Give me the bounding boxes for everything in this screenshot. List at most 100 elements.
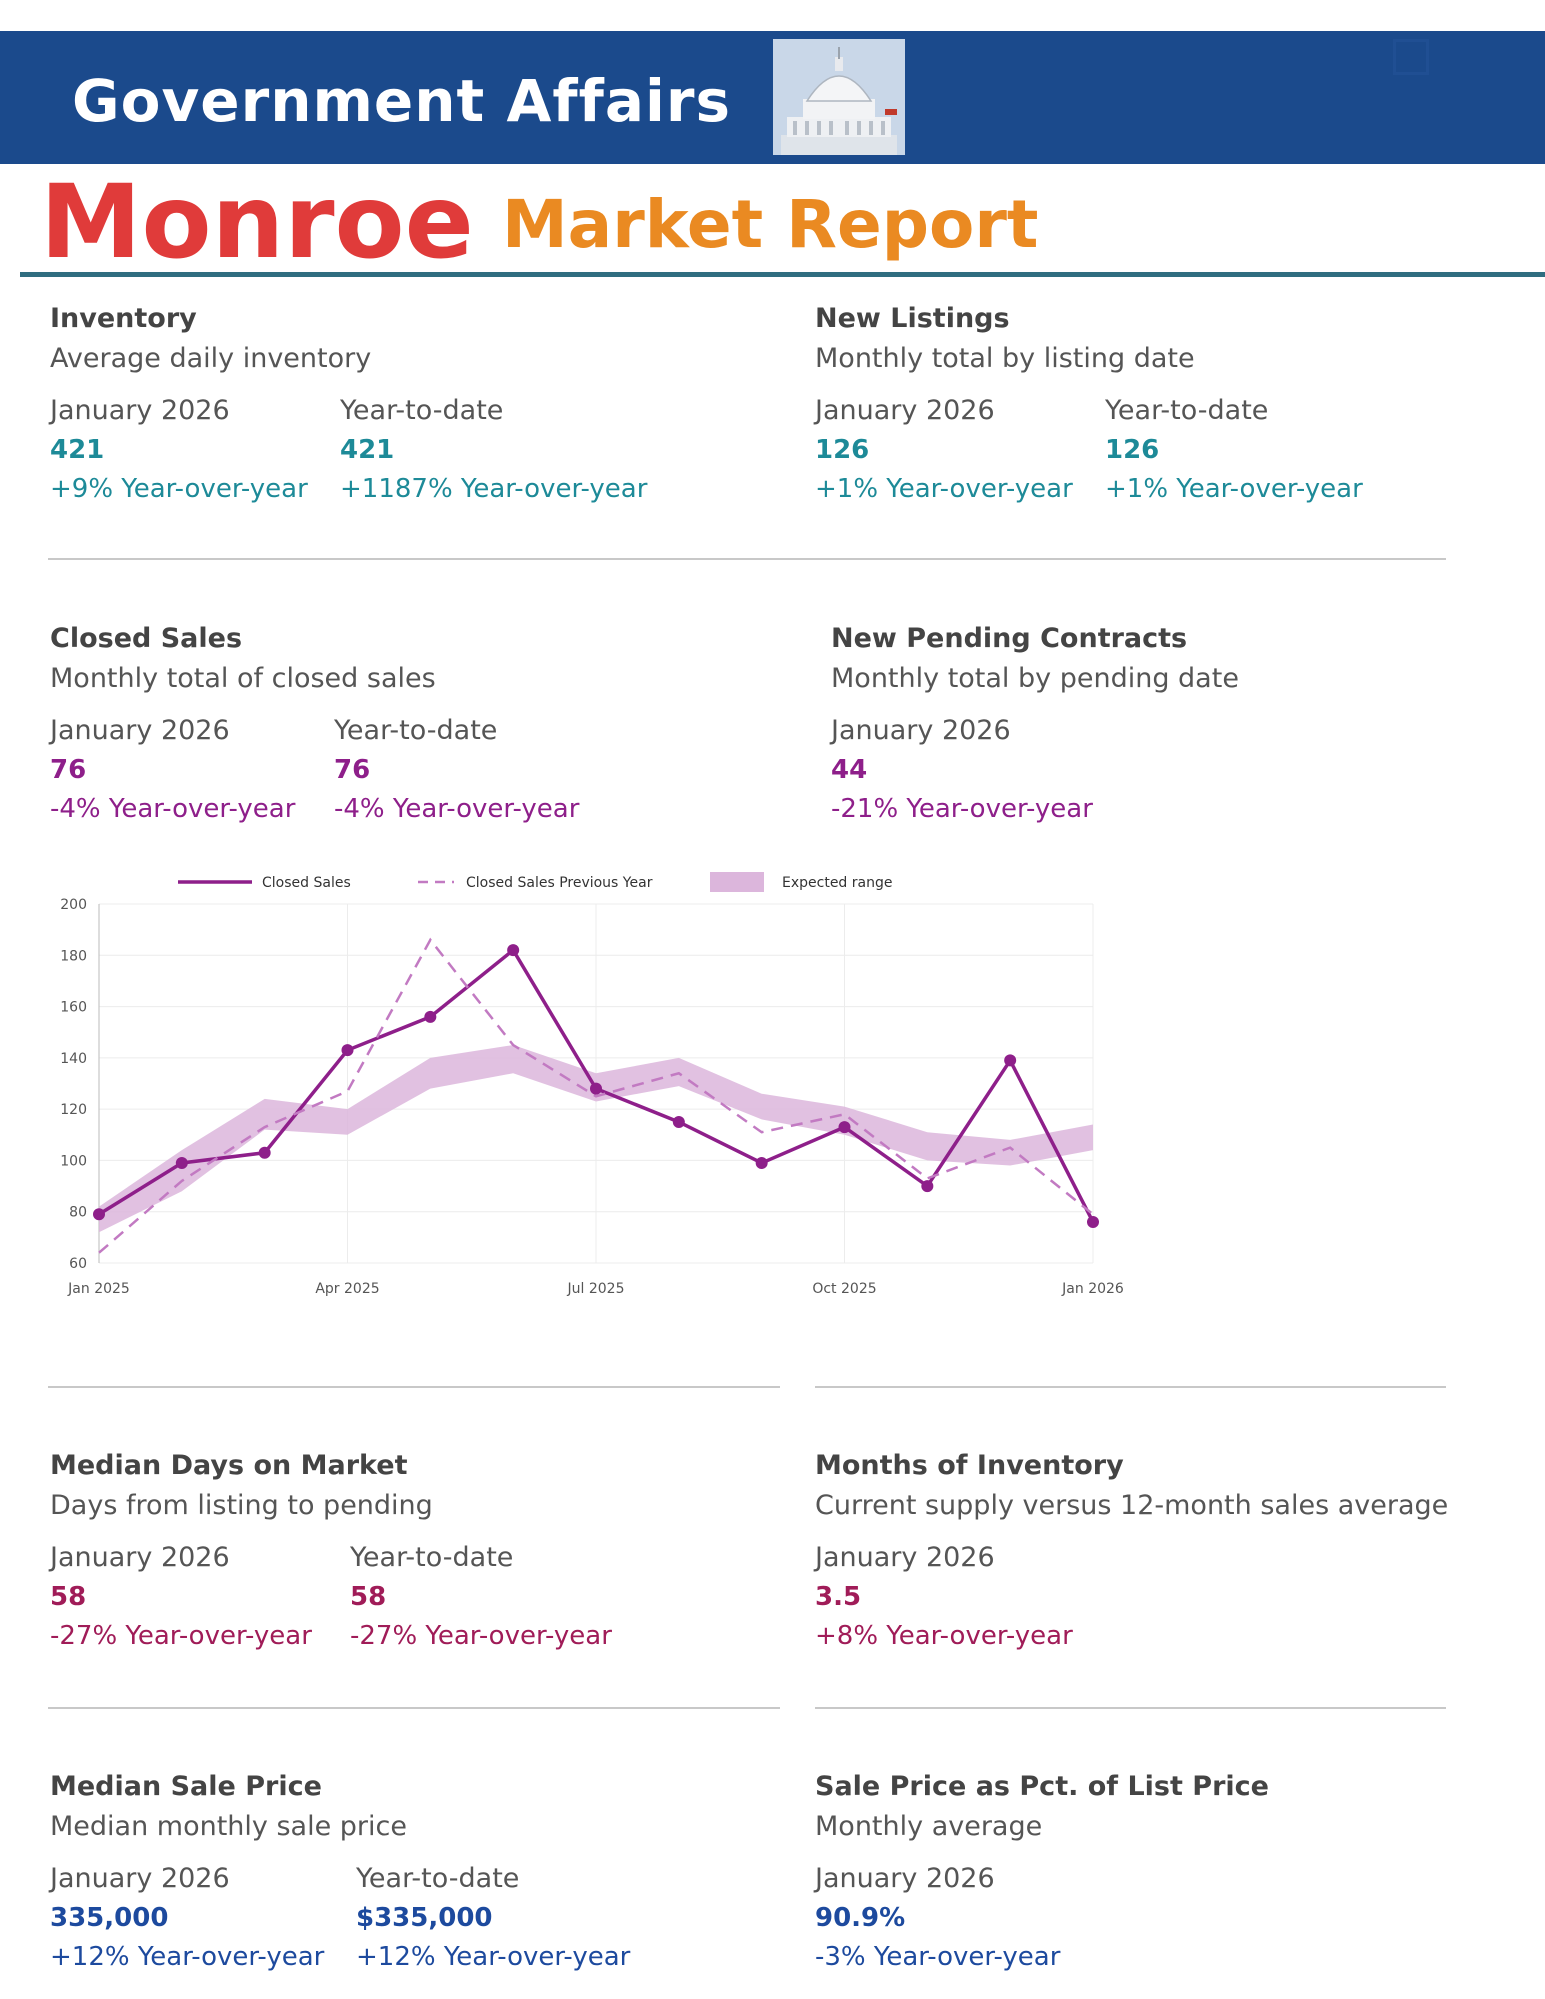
stat-heading: New Listings: [815, 303, 1010, 334]
data-point: [672, 1115, 685, 1128]
title-divider: [20, 272, 1545, 277]
x-axis: Jan 2025 Apr 2025 Jul 2025 Oct 2025 Jan 2026: [67, 1281, 1124, 1297]
stat-value: 421: [340, 435, 395, 465]
stat-col-month: January 2026 76 -4% Year-over-year: [50, 712, 295, 828]
stat-heading: Median Sale Price: [50, 1771, 322, 1802]
stat-new-listings: New Listings Monthly total by listing da…: [815, 300, 1363, 512]
stat-change: +9% Year-over-year: [50, 474, 308, 504]
stat-change: +1% Year-over-year: [815, 474, 1073, 504]
stat-subtitle: Monthly total by listing date: [815, 343, 1195, 374]
stat-median-price: Median Sale Price Median monthly sale pr…: [50, 1768, 630, 1980]
stat-change: -21% Year-over-year: [831, 794, 1093, 824]
stat-subtitle: Days from listing to pending: [50, 1490, 433, 1521]
x-tick-label: Apr 2025: [315, 1281, 379, 1297]
section-divider: [48, 1707, 780, 1709]
y-tick-label: 200: [60, 897, 87, 913]
stat-change: +12% Year-over-year: [50, 1942, 325, 1972]
stat-value: $335,000: [356, 1903, 493, 1933]
stat-col-month: January 2026 90.9% -3% Year-over-year: [815, 1860, 1060, 1976]
chart-points: [93, 944, 1099, 1228]
x-tick-label: Oct 2025: [812, 1281, 876, 1297]
y-tick-label: 160: [60, 1000, 87, 1016]
stat-value: 126: [1105, 435, 1160, 465]
legend-label-expected-range: Expected range: [782, 875, 892, 891]
stat-value: 44: [831, 755, 868, 785]
y-tick-label: 80: [69, 1205, 87, 1221]
data-point: [341, 1044, 354, 1057]
stat-change: +1187% Year-over-year: [340, 474, 648, 504]
data-point: [175, 1156, 188, 1169]
period-label: Year-to-date: [340, 395, 504, 426]
section-divider: [48, 1386, 780, 1388]
x-tick-label: Jan 2026: [1061, 1281, 1124, 1297]
stat-col-month: January 2026 421 +9% Year-over-year: [50, 392, 308, 508]
stat-new-pending: New Pending Contracts Monthly total by p…: [831, 620, 1239, 832]
stat-col-ytd: Year-to-date 58 -27% Year-over-year: [350, 1539, 612, 1655]
stat-subtitle: Monthly total by pending date: [831, 663, 1239, 694]
data-point: [424, 1010, 437, 1023]
stat-col-ytd: Year-to-date 421 +1187% Year-over-year: [340, 392, 647, 508]
section-divider: [815, 1707, 1446, 1709]
stat-value: 90.9%: [815, 1903, 906, 1933]
stat-col-ytd: Year-to-date 126 +1% Year-over-year: [1105, 392, 1363, 508]
period-label: January 2026: [831, 715, 1011, 746]
stat-col-ytd: Year-to-date $335,000 +12% Year-over-yea…: [356, 1860, 630, 1976]
stat-value: 335,000: [50, 1903, 169, 1933]
banner-title: Government Affairs: [72, 67, 731, 135]
period-label: January 2026: [50, 395, 230, 426]
stat-subtitle: Monthly average: [815, 1811, 1043, 1842]
stat-value: 421: [50, 435, 105, 465]
stat-heading: Closed Sales: [50, 623, 243, 654]
x-tick-label: Jul 2025: [567, 1281, 625, 1297]
city-name: Monroe: [40, 163, 474, 282]
period-label: January 2026: [815, 395, 995, 426]
legend-swatch-expected-range: [710, 872, 764, 892]
data-point: [258, 1146, 271, 1159]
header-banner: Government Affairs: [0, 31, 1545, 164]
stat-heading: Inventory: [50, 303, 197, 334]
stat-subtitle: Current supply versus 12-month sales ave…: [815, 1490, 1449, 1521]
stat-subtitle: Monthly total of closed sales: [50, 663, 436, 694]
stat-closed-sales: Closed Sales Monthly total of closed sal…: [50, 620, 579, 832]
data-point: [1087, 1215, 1099, 1228]
stat-pct-list-price: Sale Price as Pct. of List Price Monthly…: [815, 1768, 1269, 1980]
period-label: January 2026: [815, 1863, 995, 1894]
data-point: [590, 1082, 602, 1095]
stat-months-inventory: Months of Inventory Current supply versu…: [815, 1447, 1448, 1659]
stat-change: +8% Year-over-year: [815, 1621, 1073, 1651]
y-tick-label: 180: [60, 948, 87, 964]
stat-change: -4% Year-over-year: [334, 794, 580, 824]
chart-legend: Closed Sales Closed Sales Previous Year Ex…: [178, 872, 892, 892]
stat-col-month: January 2026 335,000 +12% Year-over-year: [50, 1860, 324, 1976]
stat-median-dom: Median Days on Market Days from listing …: [50, 1447, 612, 1659]
stat-value: 3.5: [815, 1582, 862, 1612]
previous-year-line: [98, 937, 1094, 1254]
legend-label-closed-sales: Closed Sales: [262, 875, 351, 891]
y-tick-label: 120: [60, 1102, 87, 1118]
stat-change: -4% Year-over-year: [50, 794, 296, 824]
expected-range-area: [99, 1045, 1093, 1233]
section-divider: [815, 1386, 1446, 1388]
stat-heading: Sale Price as Pct. of List Price: [815, 1771, 1269, 1802]
expected-range-band: [99, 1045, 1093, 1233]
realtor-logo-icon: [1393, 39, 1429, 75]
stat-change: -27% Year-over-year: [50, 1621, 312, 1651]
stat-change: +12% Year-over-year: [356, 1942, 631, 1972]
stat-subtitle: Average daily inventory: [50, 343, 372, 374]
y-axis: 60 80 100 120 140 160 180 200: [60, 897, 87, 1272]
data-point: [1004, 1054, 1017, 1067]
stat-subtitle: Median monthly sale price: [50, 1811, 407, 1842]
stat-col-month: January 2026 126 +1% Year-over-year: [815, 392, 1073, 508]
report-name: Market Report: [502, 186, 1039, 263]
stat-change: +1% Year-over-year: [1105, 474, 1363, 504]
period-label: Year-to-date: [1105, 395, 1269, 426]
capitol-dome-image: [773, 39, 905, 155]
period-label: Year-to-date: [356, 1863, 520, 1894]
stat-inventory: Inventory Average daily inventory Januar…: [50, 300, 647, 512]
period-label: January 2026: [815, 1542, 995, 1573]
stat-value: 76: [334, 755, 371, 785]
stat-heading: Months of Inventory: [815, 1450, 1124, 1481]
stat-heading: New Pending Contracts: [831, 623, 1188, 654]
period-label: Year-to-date: [334, 715, 498, 746]
